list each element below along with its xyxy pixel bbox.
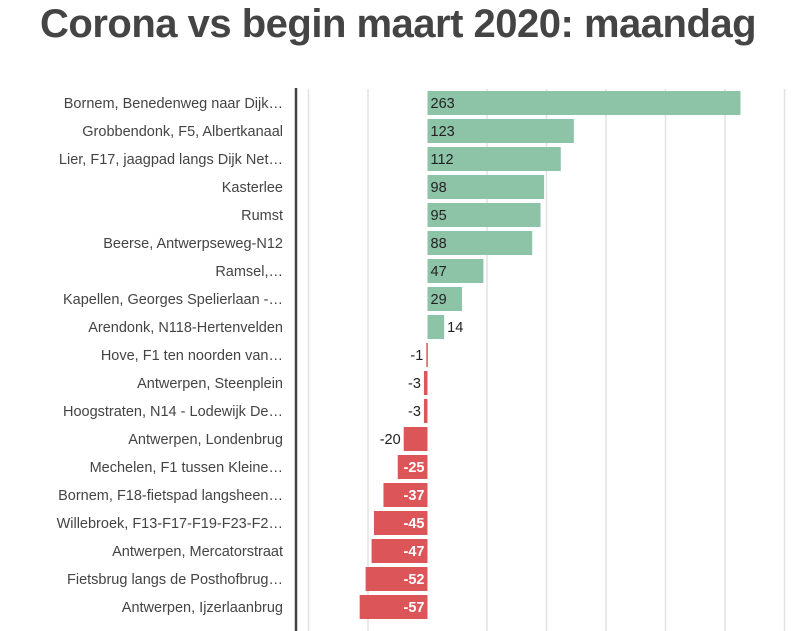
category-label: Rumst: [241, 208, 283, 224]
bar: [427, 287, 463, 311]
bar: [427, 203, 541, 227]
category-label: Arendonk, N118-Hertenvelden: [88, 320, 283, 336]
data-label: 47: [431, 264, 447, 280]
category-label: Ramsel,…: [215, 264, 283, 280]
category-label: Antwerpen, Ijzerlaanbrug: [122, 600, 283, 616]
bar: [427, 175, 545, 199]
data-label: 29: [431, 292, 447, 308]
category-label: Lier, F17, jaagpad langs Dijk Net…: [59, 152, 283, 168]
data-label: -37: [404, 488, 425, 504]
bar: [427, 231, 533, 255]
data-label: -52: [404, 572, 425, 588]
data-label: -20: [380, 432, 401, 448]
category-label: Willebroek, F13-F17-F19-F23-F2…: [57, 516, 283, 532]
data-label: -57: [404, 600, 425, 616]
data-label: 14: [447, 320, 463, 336]
category-label: Antwerpen, Mercatorstraat: [112, 544, 283, 560]
category-label: Beerse, Antwerpseweg-N12: [103, 236, 283, 252]
data-label: -47: [404, 544, 425, 560]
category-label: Bornem, Benedenweg naar Dijk…: [64, 96, 283, 112]
category-label: Antwerpen, Steenplein: [137, 376, 283, 392]
data-label: -1: [410, 348, 423, 364]
data-label: 112: [431, 152, 454, 168]
data-label: -25: [404, 460, 425, 476]
category-label: Fietsbrug langs de Posthofbrug…: [67, 572, 283, 588]
bar: [397, 455, 428, 479]
bar: [427, 315, 445, 339]
category-label: Mechelen, F1 tussen Kleine…: [90, 460, 283, 476]
bar: [423, 399, 428, 423]
category-label: Bornem, F18-fietspad langsheen…: [58, 488, 283, 504]
chart-title: Corona vs begin maart 2020: maandag: [40, 2, 757, 46]
bar: [426, 343, 428, 367]
data-label: -45: [404, 516, 425, 532]
bar: [427, 119, 574, 143]
data-label: 88: [431, 236, 447, 252]
bar: [371, 539, 428, 563]
category-label: Hoogstraten, N14 - Lodewijk De…: [63, 404, 283, 420]
bar: [359, 595, 428, 619]
category-label: Antwerpen, Londenbrug: [128, 432, 283, 448]
bar: [427, 91, 741, 115]
bar: [403, 427, 428, 451]
data-label: -3: [408, 376, 421, 392]
data-label: -3: [408, 404, 421, 420]
bar: [383, 483, 428, 507]
bar: [365, 567, 428, 591]
bar: [423, 371, 428, 395]
bar: [373, 511, 428, 535]
category-label: Hove, F1 ten noorden van…: [101, 348, 283, 364]
category-label: Grobbendonk, F5, Albertkanaal: [82, 124, 283, 140]
data-label: 263: [431, 96, 455, 112]
data-label: 123: [431, 124, 455, 140]
bar: [427, 147, 561, 171]
data-label: 98: [431, 180, 447, 196]
category-label: Kapellen, Georges Spelierlaan -…: [63, 292, 283, 308]
bar: [427, 259, 484, 283]
category-label: Kasterlee: [222, 180, 283, 196]
data-label: 95: [431, 208, 447, 224]
